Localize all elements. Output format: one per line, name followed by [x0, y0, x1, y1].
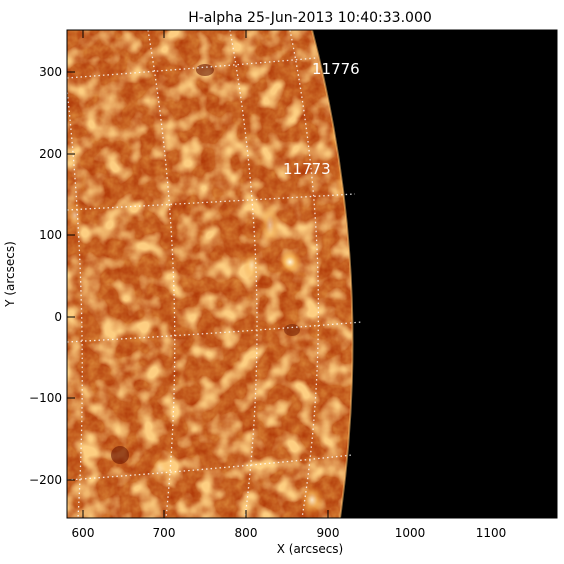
y-tick-label: 100: [39, 228, 62, 242]
x-tick-label: 900: [317, 526, 340, 540]
x-tick-label: 800: [235, 526, 258, 540]
y-tick-label: −100: [29, 391, 62, 405]
plot-area: 11776 11773: [67, 30, 557, 518]
longitude-line: [289, 30, 320, 518]
y-tick-label: −200: [29, 473, 62, 487]
heliographic-grid: [67, 30, 363, 518]
active-region-labels: 11776 11773: [283, 60, 360, 178]
y-tick-label: 300: [39, 65, 62, 79]
longitude-line: [67, 83, 83, 518]
x-axis: 600 700 800 900 1000 1100 X (arcsecs): [72, 30, 507, 556]
active-region-label: 11776: [312, 60, 360, 78]
y-tick-label: 0: [54, 310, 62, 324]
latitude-line: [67, 321, 363, 343]
x-tick-label: 700: [153, 526, 176, 540]
active-region-label: 11773: [283, 160, 331, 178]
longitude-line: [229, 30, 258, 518]
longitude-line: [147, 30, 176, 518]
x-axis-label: X (arcsecs): [277, 542, 344, 556]
y-axis: 300 200 100 0 −100 −200 Y (arcsecs): [3, 65, 557, 487]
y-tick-label: 200: [39, 147, 62, 161]
latitude-line: [67, 454, 353, 481]
solar-limb: [311, 30, 354, 518]
x-ticks: [82, 30, 492, 518]
plot-title: H-alpha 25-Jun-2013 10:40:33.000: [188, 10, 432, 26]
solar-disk: [67, 30, 353, 518]
x-tick-label: 1000: [395, 526, 426, 540]
x-tick-label: 1100: [476, 526, 507, 540]
x-tick-label: 600: [72, 526, 95, 540]
y-ticks: [67, 71, 557, 481]
latitude-line: [67, 193, 356, 211]
y-axis-label: Y (arcsecs): [3, 241, 17, 308]
plot-frame: [66, 29, 558, 519]
latitude-line: [67, 57, 317, 79]
